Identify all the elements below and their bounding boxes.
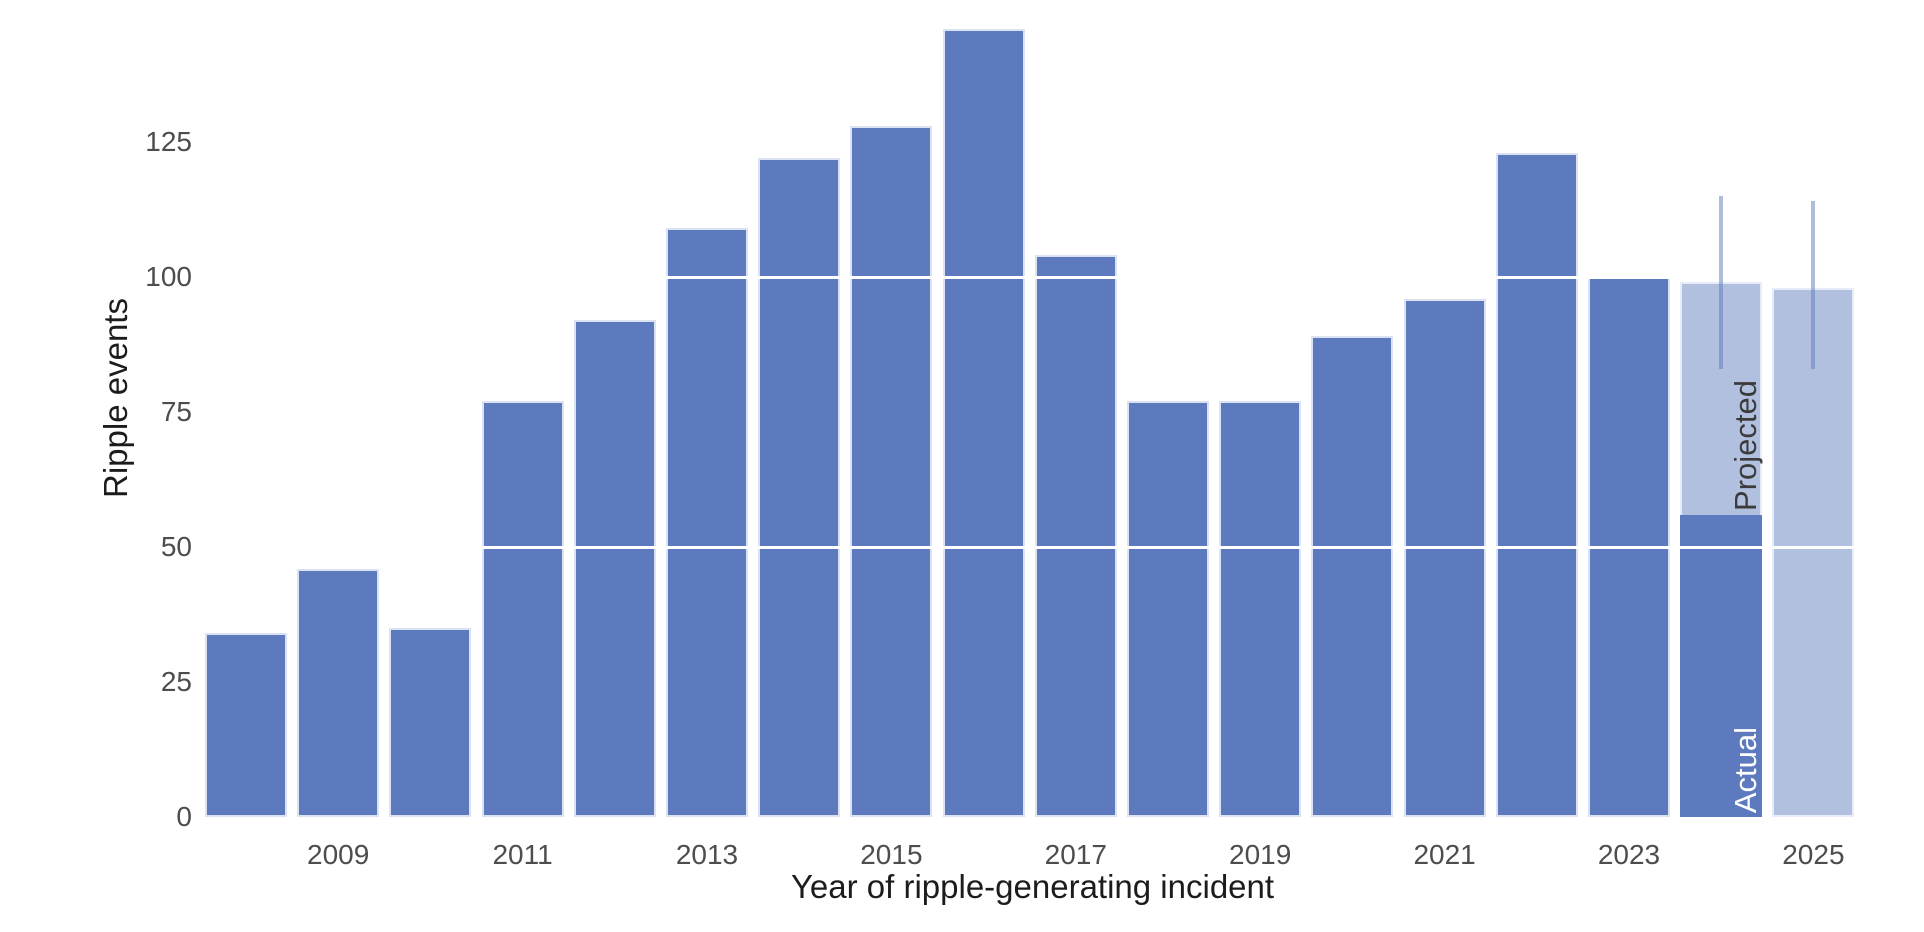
x-tick-2009: 2009 [307, 839, 370, 870]
bar-actual-2016 [942, 28, 1025, 817]
bar-actual-2009 [297, 568, 380, 817]
y-tick-50: 50 [160, 531, 192, 562]
y-tick-25: 25 [160, 666, 192, 697]
error-bar-2025 [1811, 201, 1816, 369]
bar-actual-2017 [1034, 255, 1117, 817]
y-tick-0: 0 [176, 801, 192, 832]
error-bar-2024 [1719, 196, 1724, 369]
bar-actual-2012 [573, 320, 656, 817]
bar-actual-2013 [666, 228, 748, 817]
bar-actual-2024 [1680, 514, 1763, 817]
x-tick-2015: 2015 [860, 839, 923, 870]
bar-actual-2021 [1403, 298, 1486, 817]
x-axis-title: Year of ripple-generating incident [790, 868, 1275, 905]
bar-actual-2010 [389, 628, 472, 817]
x-tick-2019: 2019 [1229, 839, 1292, 870]
y-tick-75: 75 [160, 396, 192, 427]
x-tick-2011: 2011 [492, 839, 553, 870]
bar-actual-2020 [1311, 336, 1394, 817]
annotation-projected-label: Projected [1728, 380, 1763, 511]
bar-actual-2022 [1495, 152, 1578, 817]
gridline-100 [200, 275, 1860, 279]
x-tick-2021: 2021 [1413, 839, 1476, 870]
bar-actual-2015 [850, 125, 933, 817]
bar-actual-2011 [481, 401, 564, 817]
x-tick-2017: 2017 [1044, 839, 1107, 870]
x-tick-2013: 2013 [675, 839, 739, 870]
y-tick-100: 100 [145, 261, 192, 292]
x-tick-2025: 2025 [1782, 839, 1845, 870]
y-tick-125: 125 [145, 126, 192, 157]
bar-actual-2008 [205, 633, 287, 817]
bar-actual-2019 [1219, 401, 1302, 817]
gridline-50 [200, 545, 1860, 549]
bar-actual-2014 [758, 158, 841, 817]
annotation-actual-label: Actual [1728, 726, 1763, 813]
bar-actual-2018 [1127, 401, 1209, 817]
x-tick-2023: 2023 [1597, 839, 1661, 870]
bar-projected-2025 [1772, 287, 1855, 817]
